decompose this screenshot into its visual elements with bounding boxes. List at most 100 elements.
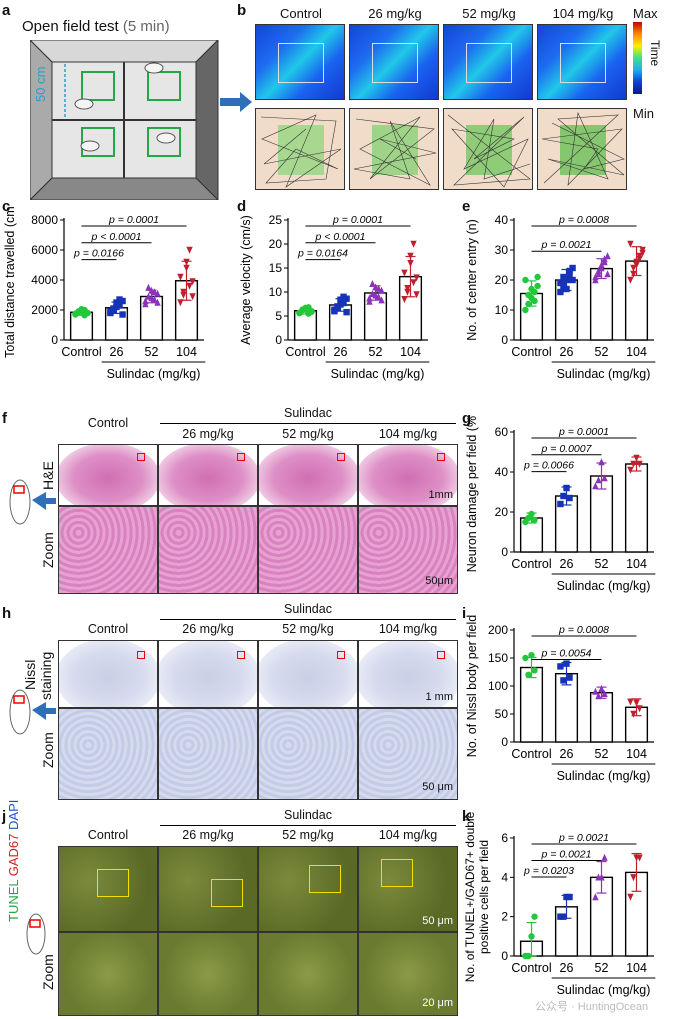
data-point	[378, 296, 385, 304]
panel-label-h: h	[2, 605, 12, 622]
he-image-104: 1mm	[358, 444, 458, 506]
data-point	[627, 276, 634, 284]
y-tick-label: 8000	[31, 213, 58, 227]
panel-label-c: c	[2, 198, 11, 215]
b-col-26: 26 mg/kg	[368, 6, 422, 21]
open-field-title: Open field test (5 min)	[22, 18, 170, 35]
f-col-52: 52 mg/kg	[282, 427, 334, 441]
data-point	[601, 853, 608, 861]
nissl-zoom-control	[58, 708, 158, 800]
y-tick-label: 30	[495, 243, 509, 257]
y-tick-label: 40	[495, 465, 509, 479]
y-tick-label: 0	[501, 333, 508, 347]
data-point	[528, 652, 535, 659]
p-value-label: p = 0.0066	[523, 460, 574, 472]
bar	[519, 666, 544, 743]
data-point	[633, 261, 640, 269]
x-tick-label: 104	[400, 345, 421, 359]
data-point	[413, 291, 420, 299]
nissl-zoom-104: 50 μm	[358, 708, 458, 800]
data-point	[145, 283, 152, 291]
y-tick-label: 2	[501, 910, 508, 924]
bar	[589, 692, 614, 743]
b-col-104: 104 mg/kg	[552, 6, 614, 21]
data-point	[183, 258, 190, 266]
data-point	[401, 269, 408, 277]
data-point	[601, 474, 608, 482]
data-point	[604, 252, 611, 260]
y-tick-label: 200	[488, 623, 508, 637]
fluor-zoom-26	[158, 932, 258, 1016]
data-point	[534, 273, 541, 281]
track-52	[443, 108, 533, 190]
data-point	[627, 466, 634, 474]
data-point	[186, 246, 193, 254]
data-point	[528, 285, 535, 293]
x-tick-label: 26	[110, 345, 124, 359]
y-axis-label: Average velocity (cm/s)	[239, 215, 253, 345]
x-tick-label: 104	[626, 557, 647, 571]
data-point	[413, 274, 420, 282]
data-point	[369, 280, 376, 288]
h-col-52: 52 mg/kg	[282, 622, 334, 636]
data-point	[630, 264, 637, 272]
data-point	[592, 273, 599, 281]
dapi-label: DAPI	[6, 799, 21, 830]
track-26	[349, 108, 439, 190]
chart-average-velocity: 0 5 10 15 20 25 Average velocity (cm/s) Control…	[239, 213, 430, 381]
x-tick-label: 26	[334, 345, 348, 359]
p-value-label: p = 0.0166	[73, 248, 124, 260]
he-zoom-label: Zoom	[40, 532, 56, 568]
panel-label-j: j	[2, 808, 7, 825]
data-point	[630, 270, 637, 278]
data-point	[604, 270, 611, 278]
h-group-line	[160, 619, 456, 620]
b-col-control: Control	[280, 6, 322, 21]
data-point	[557, 500, 564, 508]
y-tick-label: 10	[269, 285, 283, 299]
he-scale-top: 1mm	[428, 489, 453, 501]
heatmap-104	[537, 24, 627, 100]
fluor-image-control	[58, 846, 158, 932]
data-point	[566, 267, 573, 275]
y-axis-label: Neuron damage per field (%)	[465, 416, 479, 572]
colorbar	[633, 22, 642, 94]
data-point	[633, 454, 640, 462]
data-point	[410, 279, 417, 287]
data-point	[636, 705, 643, 713]
data-point	[84, 309, 91, 317]
colorbar-label: Time	[648, 40, 662, 67]
group-label: Sulindac (mg/kg)	[557, 983, 651, 997]
chart-tunel-gad67: 0 2 4 6 No. of TUNEL+/GAD67+ double positive …	[463, 812, 656, 997]
y-tick-label: 150	[488, 651, 508, 665]
panel-label-g: g	[462, 410, 472, 427]
he-image-52	[258, 444, 358, 506]
data-point	[595, 692, 602, 700]
y-axis-label: positive cells per field	[477, 840, 491, 954]
open-field-title-text: Open field test	[22, 18, 119, 35]
nissl-image-104: 1 mm	[358, 640, 458, 708]
data-point	[525, 291, 532, 299]
x-tick-label: 52	[145, 345, 159, 359]
x-tick-label: 104	[626, 747, 647, 761]
panel-label-e: e	[462, 198, 471, 215]
data-point	[375, 284, 382, 292]
y-tick-label: 40	[495, 213, 509, 227]
data-point	[404, 288, 411, 296]
h-col-control: Control	[87, 622, 129, 636]
data-point	[531, 516, 538, 524]
bar	[624, 463, 649, 553]
y-tick-label: 25	[269, 213, 283, 227]
data-point	[566, 674, 573, 681]
x-tick-label: 104	[626, 345, 647, 359]
data-point	[410, 240, 417, 248]
x-tick-label: Control	[285, 345, 325, 359]
data-point	[569, 276, 576, 284]
data-point	[366, 294, 373, 302]
he-scale-bottom: 50μm	[425, 575, 453, 587]
arrow-right-icon	[220, 92, 252, 112]
x-tick-label: 26	[560, 961, 574, 975]
j-col-26: 26 mg/kg	[182, 828, 234, 842]
colorbar-min: Min	[633, 106, 654, 121]
chart-neuron-damage: 0 20 40 60 Neuron damage per field (%) Contro…	[465, 416, 656, 593]
